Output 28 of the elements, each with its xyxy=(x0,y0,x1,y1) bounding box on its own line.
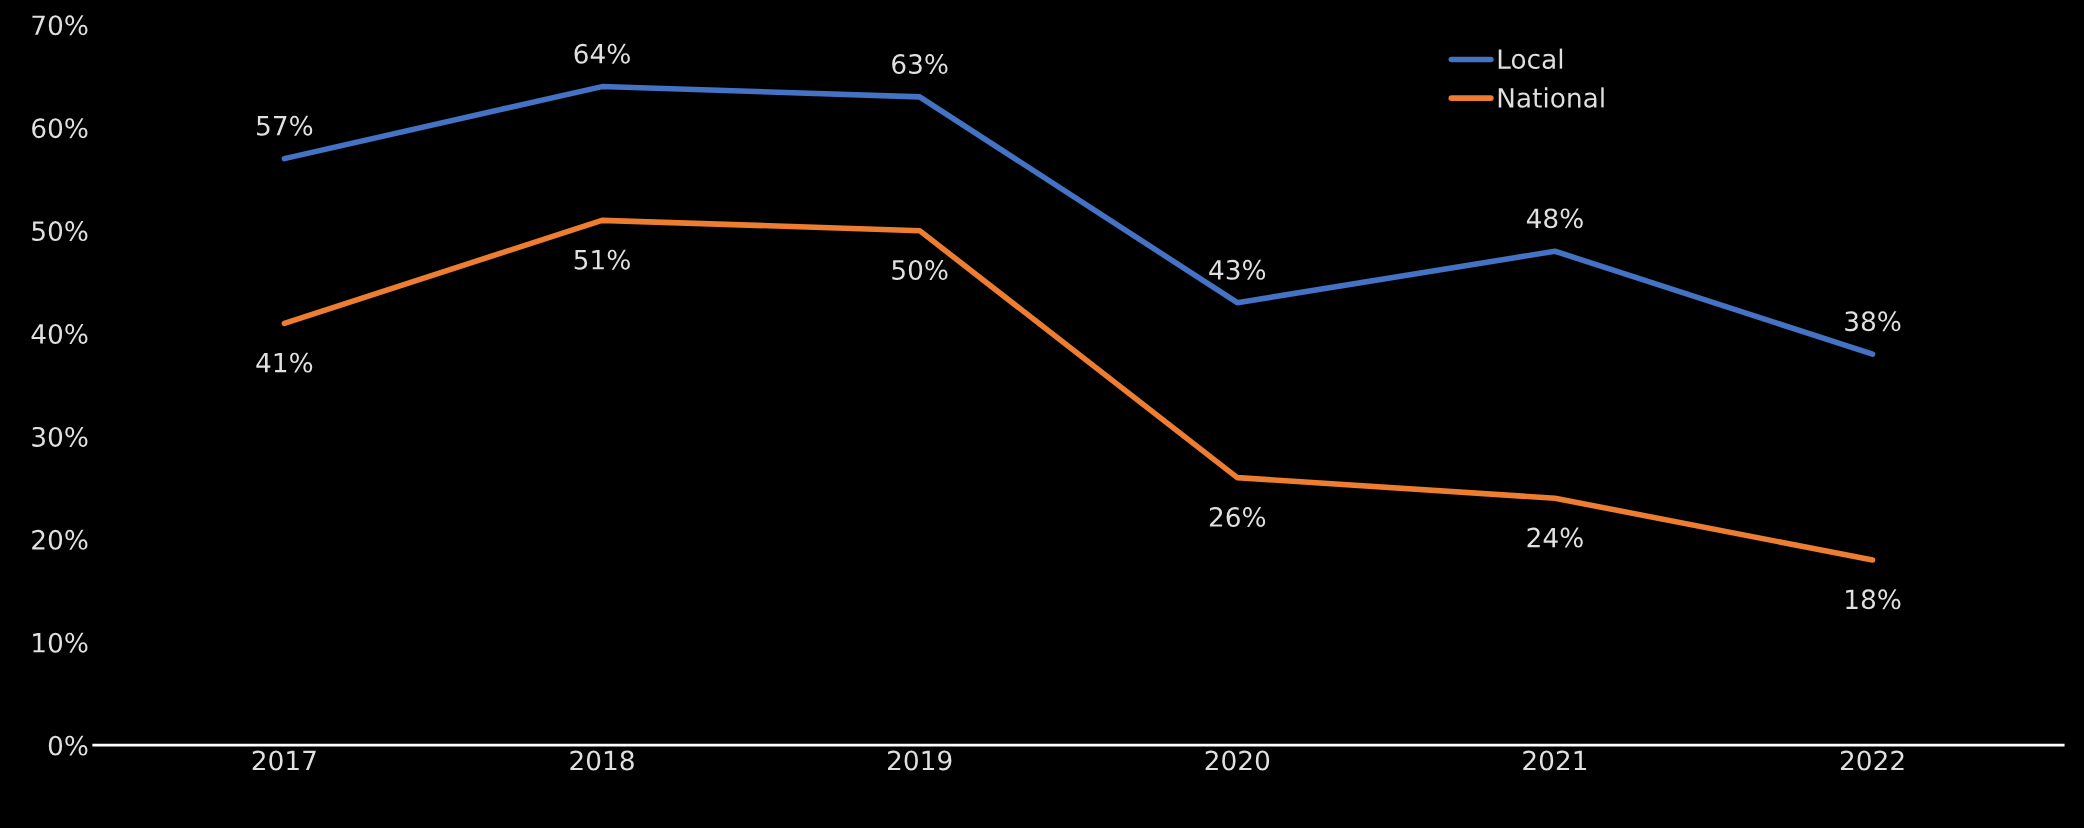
y-tick-label: 50% xyxy=(32,221,88,242)
x-tick-label: 2020 xyxy=(1205,750,1270,771)
data-label: 63% xyxy=(892,54,948,74)
x-tick-label: 2022 xyxy=(1840,750,1904,771)
x-tick-label: 2017 xyxy=(252,750,316,771)
legend-label: Local xyxy=(1498,48,1563,70)
data-label: 18% xyxy=(1846,589,1901,610)
y-tick-label: 30% xyxy=(32,426,88,447)
data-label: 48% xyxy=(1526,208,1583,229)
data-label: 50% xyxy=(892,260,948,280)
x-tick-label: 2019 xyxy=(888,750,952,771)
data-label: 51% xyxy=(574,249,630,270)
data-label: 41% xyxy=(256,352,313,373)
y-tick-label: 0% xyxy=(48,735,88,756)
y-tick-label: 70% xyxy=(32,15,88,36)
y-tick-label: 60% xyxy=(32,118,88,139)
data-label: 64% xyxy=(574,43,630,64)
y-tick-label: 10% xyxy=(33,632,88,653)
data-label: 24% xyxy=(1527,527,1583,548)
x-tick-label: 2021 xyxy=(1523,750,1587,771)
data-label: 26% xyxy=(1209,507,1266,527)
data-label: 38% xyxy=(1845,311,1901,332)
legend-label: National xyxy=(1498,87,1604,108)
y-tick-label: 40% xyxy=(31,324,88,344)
x-tick-label: 2018 xyxy=(570,750,634,771)
data-label: 57% xyxy=(257,115,313,136)
data-label: 43% xyxy=(1209,259,1266,280)
y-tick-label: 20% xyxy=(32,529,88,550)
